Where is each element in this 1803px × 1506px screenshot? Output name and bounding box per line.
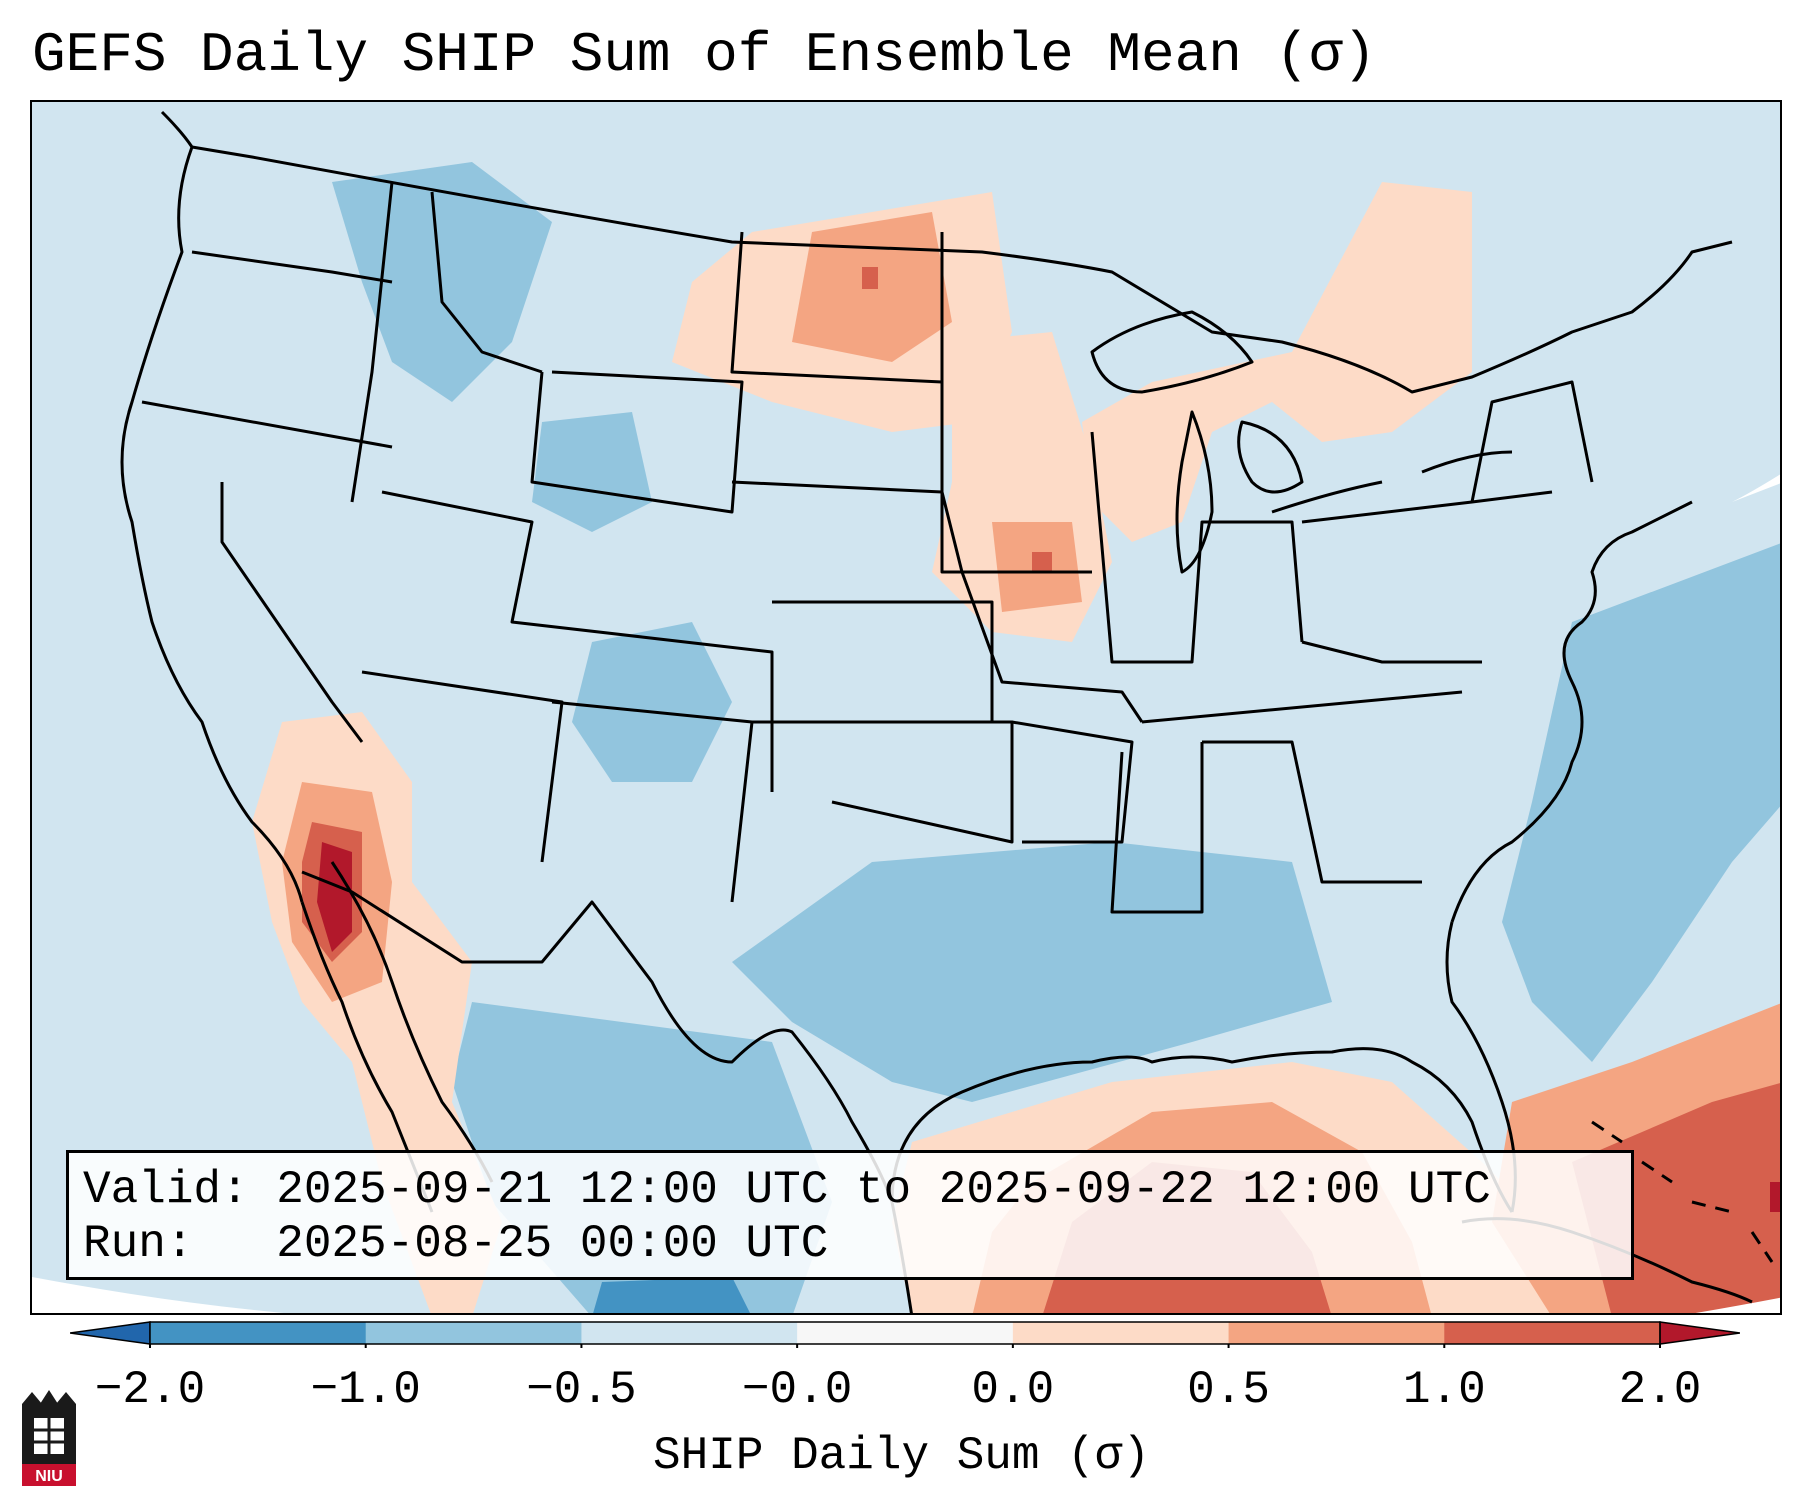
colorbar-label: SHIP Daily Sum (σ) <box>653 1430 1150 1482</box>
colorbar-tick-label: 2.0 <box>1618 1364 1702 1416</box>
colorbar-segment <box>1228 1322 1445 1344</box>
colorbar-segment <box>1012 1322 1230 1344</box>
chart-title: GEFS Daily SHIP Sum of Ensemble Mean (σ) <box>32 23 1377 87</box>
field-offgrid-lower-left <box>32 1277 284 1313</box>
colorbar-tick-label: 0.5 <box>1187 1364 1270 1416</box>
colorbar-tick-label: 1.0 <box>1402 1364 1486 1416</box>
run-time-text: Run: 2025-08-25 00:00 UTC <box>83 1218 829 1270</box>
field-atlantic-negative <box>1502 543 1780 1062</box>
border-us-canada <box>160 110 1733 394</box>
colorbar-canvas <box>69 1321 1741 1348</box>
svg-text:NIU: NIU <box>35 1468 63 1485</box>
colorbar-tick-label: −0.5 <box>526 1364 637 1416</box>
colorbar-segment <box>150 1322 367 1344</box>
map-canvas <box>32 102 1780 1313</box>
coastline-lake-michigan <box>1175 410 1214 574</box>
colorbar-segment <box>1444 1322 1661 1344</box>
coastline-pacific <box>120 146 304 903</box>
coastline-lake-superior <box>1090 310 1254 394</box>
colorbar-extend-high <box>1659 1321 1741 1345</box>
colorbar-tick-label: −0.0 <box>741 1364 853 1416</box>
field-mexico-strong-negative <box>593 1277 750 1313</box>
field-north-dakota-peak <box>862 267 878 289</box>
colorbar-segment <box>365 1322 582 1344</box>
colorbar-tick-label: −2.0 <box>94 1364 206 1416</box>
logo-banner <box>22 1464 76 1486</box>
coastline-gulf <box>890 1047 1514 1213</box>
border-nd-sd <box>730 231 943 384</box>
field-great-lakes-positive <box>1082 182 1472 542</box>
colorbar-ticks <box>149 1344 1661 1348</box>
border-id <box>350 181 394 503</box>
border-ia-mo <box>960 571 1144 723</box>
border-mt-wy <box>530 370 744 514</box>
border-ne-states <box>1470 380 1594 503</box>
coastline-lake-huron <box>1237 420 1304 494</box>
border-us-mexico <box>301 870 894 1203</box>
valid-time-text: Valid: 2025-09-21 12:00 UTC to 2025-09-2… <box>83 1164 1491 1216</box>
border-ga-sc <box>1202 740 1422 884</box>
map-panel <box>30 100 1782 1315</box>
border-or-ca-nv <box>141 400 393 449</box>
border-mn-wi <box>940 232 1092 574</box>
border-id-mt <box>430 191 543 374</box>
colorbar <box>69 1318 1741 1348</box>
field-iowa-peak <box>1032 552 1052 572</box>
border-ar-la <box>1011 720 1134 844</box>
colorbar-segment <box>797 1322 1014 1344</box>
colorbar-segment <box>581 1322 798 1344</box>
border-wy-co-ut <box>381 490 774 792</box>
field-caribbean-peak <box>1770 1182 1780 1212</box>
border-il-in-oh <box>1090 431 1304 664</box>
border-wv-va <box>1301 640 1482 664</box>
field-california-nevada-peak <box>317 842 352 952</box>
border-wa-or <box>191 250 393 284</box>
border-ks <box>772 600 994 722</box>
coastline-gulf-of-california <box>330 861 494 1183</box>
field-south-central-negative <box>732 842 1332 1102</box>
colorbar-segments <box>150 1322 1661 1344</box>
field-colorado-negative <box>572 622 732 782</box>
field-wyoming-negative <box>532 412 652 532</box>
border-tn-ky <box>1141 690 1463 724</box>
field-offgrid-lower-right <box>1695 1297 1780 1313</box>
colorbar-extend-low <box>69 1321 151 1345</box>
colorbar-border <box>149 1321 1661 1345</box>
border-ca-nv <box>220 482 364 743</box>
info-box: Valid: 2025-09-21 12:00 UTC to 2025-09-2… <box>66 1150 1634 1280</box>
coastline-atlantic <box>1450 500 1693 923</box>
border-ms-al <box>1110 742 1204 914</box>
border-ok <box>752 720 1014 844</box>
colorbar-tick-label: −1.0 <box>310 1364 421 1416</box>
niu-logo: NIU <box>20 1390 78 1486</box>
colorbar-tick-label: 0.0 <box>971 1364 1055 1416</box>
coastline-lake-erie-ontario <box>1271 450 1513 514</box>
